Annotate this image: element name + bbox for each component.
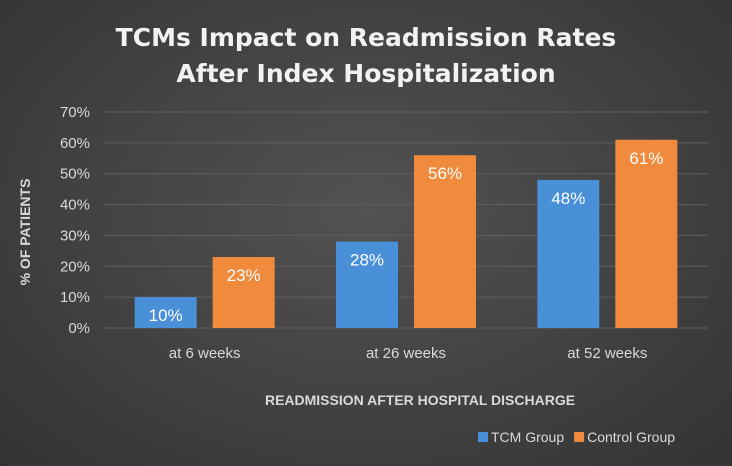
- x-category-label: at 52 weeks: [567, 345, 647, 362]
- y-tick-label: 70%: [60, 104, 90, 121]
- y-tick-label: 30%: [60, 227, 90, 244]
- y-tick-label: 20%: [60, 258, 90, 275]
- bar: [414, 155, 476, 328]
- data-labels: 10% 23% 28% 56% 48% 61%: [149, 149, 664, 325]
- data-label: 10%: [149, 306, 183, 325]
- x-axis-categories: at 6 weeks at 26 weeks at 52 weeks: [169, 345, 648, 362]
- bar: [134, 297, 197, 328]
- y-tick-label: 50%: [60, 166, 90, 183]
- bar: [212, 257, 275, 328]
- chart-title-line-1: TCMs Impact on Readmission Rates: [116, 23, 617, 52]
- chart-title-line-2: After Index Hospitalization: [176, 59, 555, 88]
- bar: [537, 179, 600, 328]
- y-axis-title: % OF PATIENTS: [17, 179, 33, 286]
- x-category-label: at 26 weeks: [366, 345, 446, 362]
- legend-label: Control Group: [587, 429, 675, 445]
- x-category-label: at 6 weeks: [169, 345, 241, 362]
- bar: [615, 139, 678, 328]
- y-tick-label: 60%: [60, 135, 90, 152]
- legend: TCM Group Control Group: [478, 429, 675, 445]
- data-label: 23%: [227, 266, 261, 285]
- y-tick-label: 0%: [68, 320, 90, 337]
- data-label: 56%: [428, 164, 462, 183]
- legend-swatch: [478, 432, 488, 442]
- data-label: 28%: [350, 251, 384, 270]
- bars: [134, 139, 678, 328]
- y-axis-ticks: 0% 10% 20% 30% 40% 50% 60% 70%: [60, 104, 90, 337]
- bar: [336, 241, 398, 328]
- gridlines: [104, 111, 708, 329]
- legend-swatch: [574, 432, 585, 442]
- data-label: 61%: [629, 149, 663, 168]
- data-label: 48%: [551, 189, 585, 208]
- legend-label: TCM Group: [491, 429, 564, 445]
- y-tick-label: 40%: [60, 197, 90, 214]
- x-axis-title: READMISSION AFTER HOSPITAL DISCHARGE: [265, 392, 575, 408]
- chart-title: TCMs Impact on Readmission Rates After I…: [116, 23, 617, 88]
- y-tick-label: 10%: [60, 289, 90, 306]
